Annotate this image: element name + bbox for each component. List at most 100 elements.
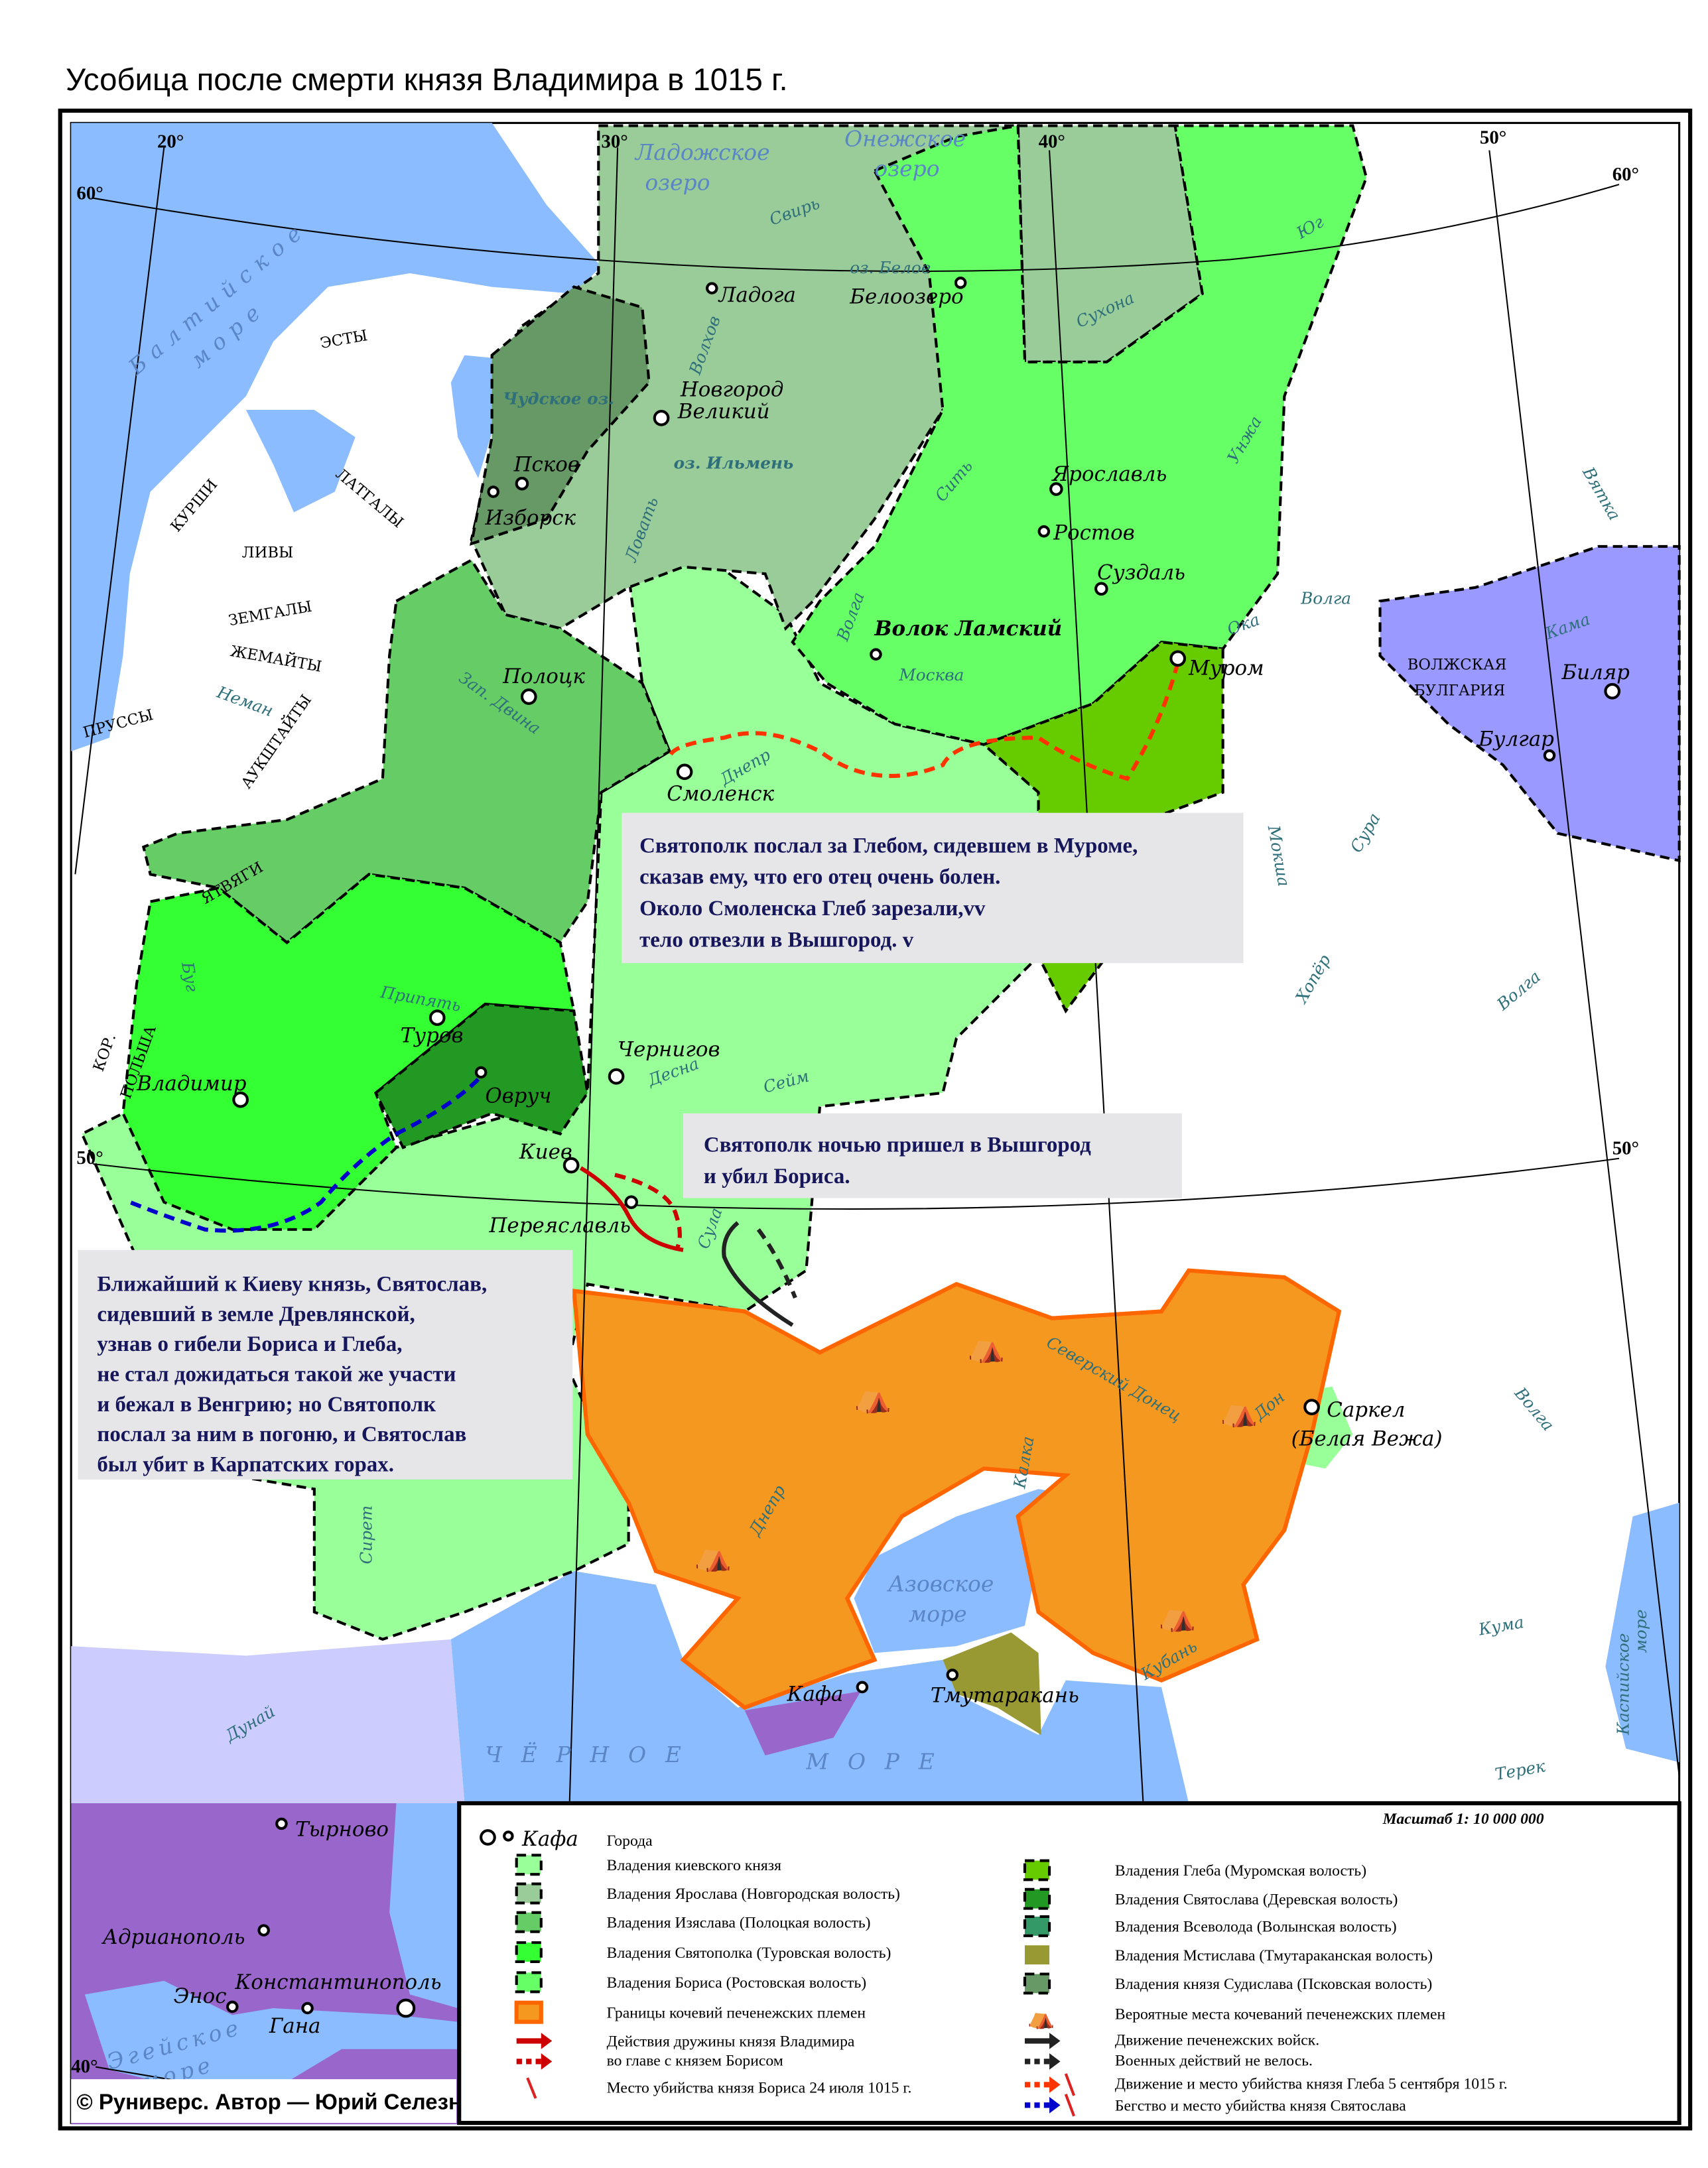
legend-label: Движение печенежских войск.: [1115, 2032, 1319, 2049]
legend-label: Действия дружины князя Владимира: [607, 2033, 855, 2051]
legend-label: Владения Бориса (Ростовская волость): [607, 1974, 867, 1992]
city-label: Полоцк: [502, 665, 585, 688]
degree-label: 40°: [1039, 131, 1065, 152]
legend-label: Бегство и место убийства князя Святослав…: [1115, 2097, 1406, 2114]
swatch-pechenegs: [514, 2000, 543, 2024]
people-label: БУЛГАРИЯ: [1414, 682, 1505, 699]
water-label: Каспийское: [1613, 1633, 1632, 1736]
tent-icon: ⛺: [1159, 1598, 1196, 1633]
legend-label: Вероятные места кочеваний печенежских пл…: [1115, 2006, 1446, 2023]
legend-label: Владения киевского князя: [607, 1857, 781, 1874]
city-label: Овруч: [485, 1084, 551, 1108]
region-pechenegs: [571, 1268, 1342, 1710]
annotation-line: узнав о гибели Бориса и Глеба,: [97, 1332, 402, 1356]
city-label: Тмутаракань: [931, 1684, 1079, 1708]
region-sudislav: [470, 285, 651, 546]
city-label: Энос: [174, 1984, 227, 2008]
water-label: Сирет: [356, 1505, 375, 1564]
legend-label: Владения Изяслава (Полоцкая волость): [607, 1914, 871, 1931]
annotation-line: и бежал в Венгрию; но Святополк: [97, 1393, 436, 1417]
city-label: Гана: [269, 2014, 321, 2038]
city-label: Волок Ламский: [874, 617, 1062, 641]
map-area: ⛺ ⛺ ⛺ ⛺ ⛺ Ладога Белоозеро Нов: [58, 108, 1693, 2131]
water-label: озеро: [874, 156, 939, 182]
legend: Масштаб 1: 10 000 000 Кафа Города Владен…: [457, 1801, 1681, 2126]
black-sea: [450, 1570, 1189, 1804]
legend-label: Владения Святослава (Деревская волость): [1115, 1891, 1398, 1908]
city-label: Константинополь: [234, 1970, 441, 1994]
black-sea-west: [389, 1803, 458, 2008]
city-markers: [226, 277, 1621, 2018]
water-label: Чудское оз.: [503, 389, 614, 409]
city-label: Саркел: [1327, 1398, 1405, 1422]
city-label: Кафа: [787, 1683, 844, 1706]
legend-label: Владения Мстислава (Тмутараканская волос…: [1115, 1947, 1433, 1964]
city-label: Ладога: [718, 283, 796, 307]
city-label: Булгар: [1478, 728, 1554, 751]
city-label: Великий: [677, 399, 770, 423]
pecheneg-camp-icons: ⛺ ⛺ ⛺ ⛺ ⛺: [694, 1328, 1257, 1633]
city-label: Муром: [1188, 657, 1264, 680]
legend-label: Место убийства князя Бориса 24 июля 1015…: [607, 2080, 912, 2097]
water-label: оз. Белое: [850, 258, 931, 277]
swatch-mstislav: [1024, 1945, 1050, 1965]
water-label: оз. Ильмень: [674, 454, 794, 473]
degree-label: 60°: [76, 183, 103, 204]
annotation-line: Около Смоленска Глеб зарезали,vv: [639, 897, 986, 921]
annotation-gleb: Святополк послал за Глебом, сидевшем в М…: [622, 812, 1244, 964]
water-label: Азовское: [887, 1571, 994, 1597]
water-label: море: [1631, 1610, 1650, 1653]
lake-peipus: [450, 355, 495, 478]
copyright: © Руниверс. Автор — Юрий Селезнев: [76, 2089, 487, 2114]
degree-label: 30°: [601, 131, 627, 152]
legend-label: Владения князя Судислава (Псковская воло…: [1115, 1976, 1432, 1993]
degree-label: 50°: [1612, 1138, 1639, 1159]
city-label: Смоленск: [667, 782, 774, 806]
city-label: Адрианополь: [101, 1925, 245, 1949]
legend-label: во главе с князем Борисом: [607, 2053, 783, 2070]
region-mstislav: [943, 1632, 1041, 1736]
caspian-sea: [1605, 1502, 1679, 1763]
city-label: Владимир: [136, 1072, 247, 1096]
legend-label: Границы кочевий печенежских племен: [607, 2004, 866, 2021]
city-label: (Белая Вежа): [1291, 1427, 1443, 1450]
water-label: Волга: [1300, 588, 1351, 607]
city-label: Белоозеро: [849, 285, 963, 308]
people-label: ВОЛЖСКАЯ: [1408, 656, 1507, 673]
legend-label: Владения Всеволода (Волынская волость): [1115, 1919, 1397, 1936]
legend-city-sample: Кафа: [521, 1827, 578, 1851]
vladimir-druzhina-arrow: [579, 1166, 684, 1252]
swatch-sudislav: [1023, 1972, 1051, 1995]
pecheneg-army-arrow: [722, 1221, 794, 1327]
baltic-sea: [71, 123, 602, 751]
region-crimea-byzantine: [744, 1691, 861, 1755]
tent-icon: ⛺: [1220, 1393, 1258, 1428]
degree-label: 50°: [1480, 127, 1506, 148]
water-label: Москва: [898, 665, 964, 684]
water-label: озеро: [645, 169, 710, 195]
region-yaroslav-north: [1016, 124, 1205, 363]
no-action-arrow: [756, 1228, 797, 1299]
region-volga-bulgaria: [1378, 544, 1681, 863]
tent-icon: ⛺: [1027, 2004, 1055, 2030]
region-bulgaria: [71, 1639, 465, 1804]
legend-label: Владения Святополка (Туровская волость): [607, 1945, 891, 1962]
annotation-line: тело отвезли в Вышгород. v: [639, 928, 914, 952]
degree-label: 60°: [1612, 164, 1639, 185]
annotation-line: был убит в Карпатских горах.: [97, 1452, 394, 1476]
annotation-line: послал за ним в погоню, и Святослав: [97, 1423, 466, 1446]
water-label: Онежское: [844, 125, 966, 151]
annotation-boris: Святополк ночью пришел в Вышгород и убил…: [683, 1113, 1182, 1198]
aegean-sea: [84, 1980, 458, 2090]
legend-right: ⛺ Владения Глеба (Муромская волость) Вла…: [1023, 1859, 1508, 2117]
city-label: Новгород: [680, 377, 784, 401]
degree-label: 50°: [76, 1147, 103, 1169]
legend-scale: Масштаб 1: 10 000 000: [1382, 1811, 1544, 1828]
map-title: Усобица после смерти князя Владимира в 1…: [66, 62, 788, 97]
murder-knife-icon: [526, 2077, 537, 2099]
water-label: Ладожское: [634, 139, 770, 165]
swatch-gleb: [1023, 1859, 1051, 1881]
city-label: Чернигов: [618, 1037, 720, 1061]
degree-label: 40°: [71, 2056, 98, 2077]
